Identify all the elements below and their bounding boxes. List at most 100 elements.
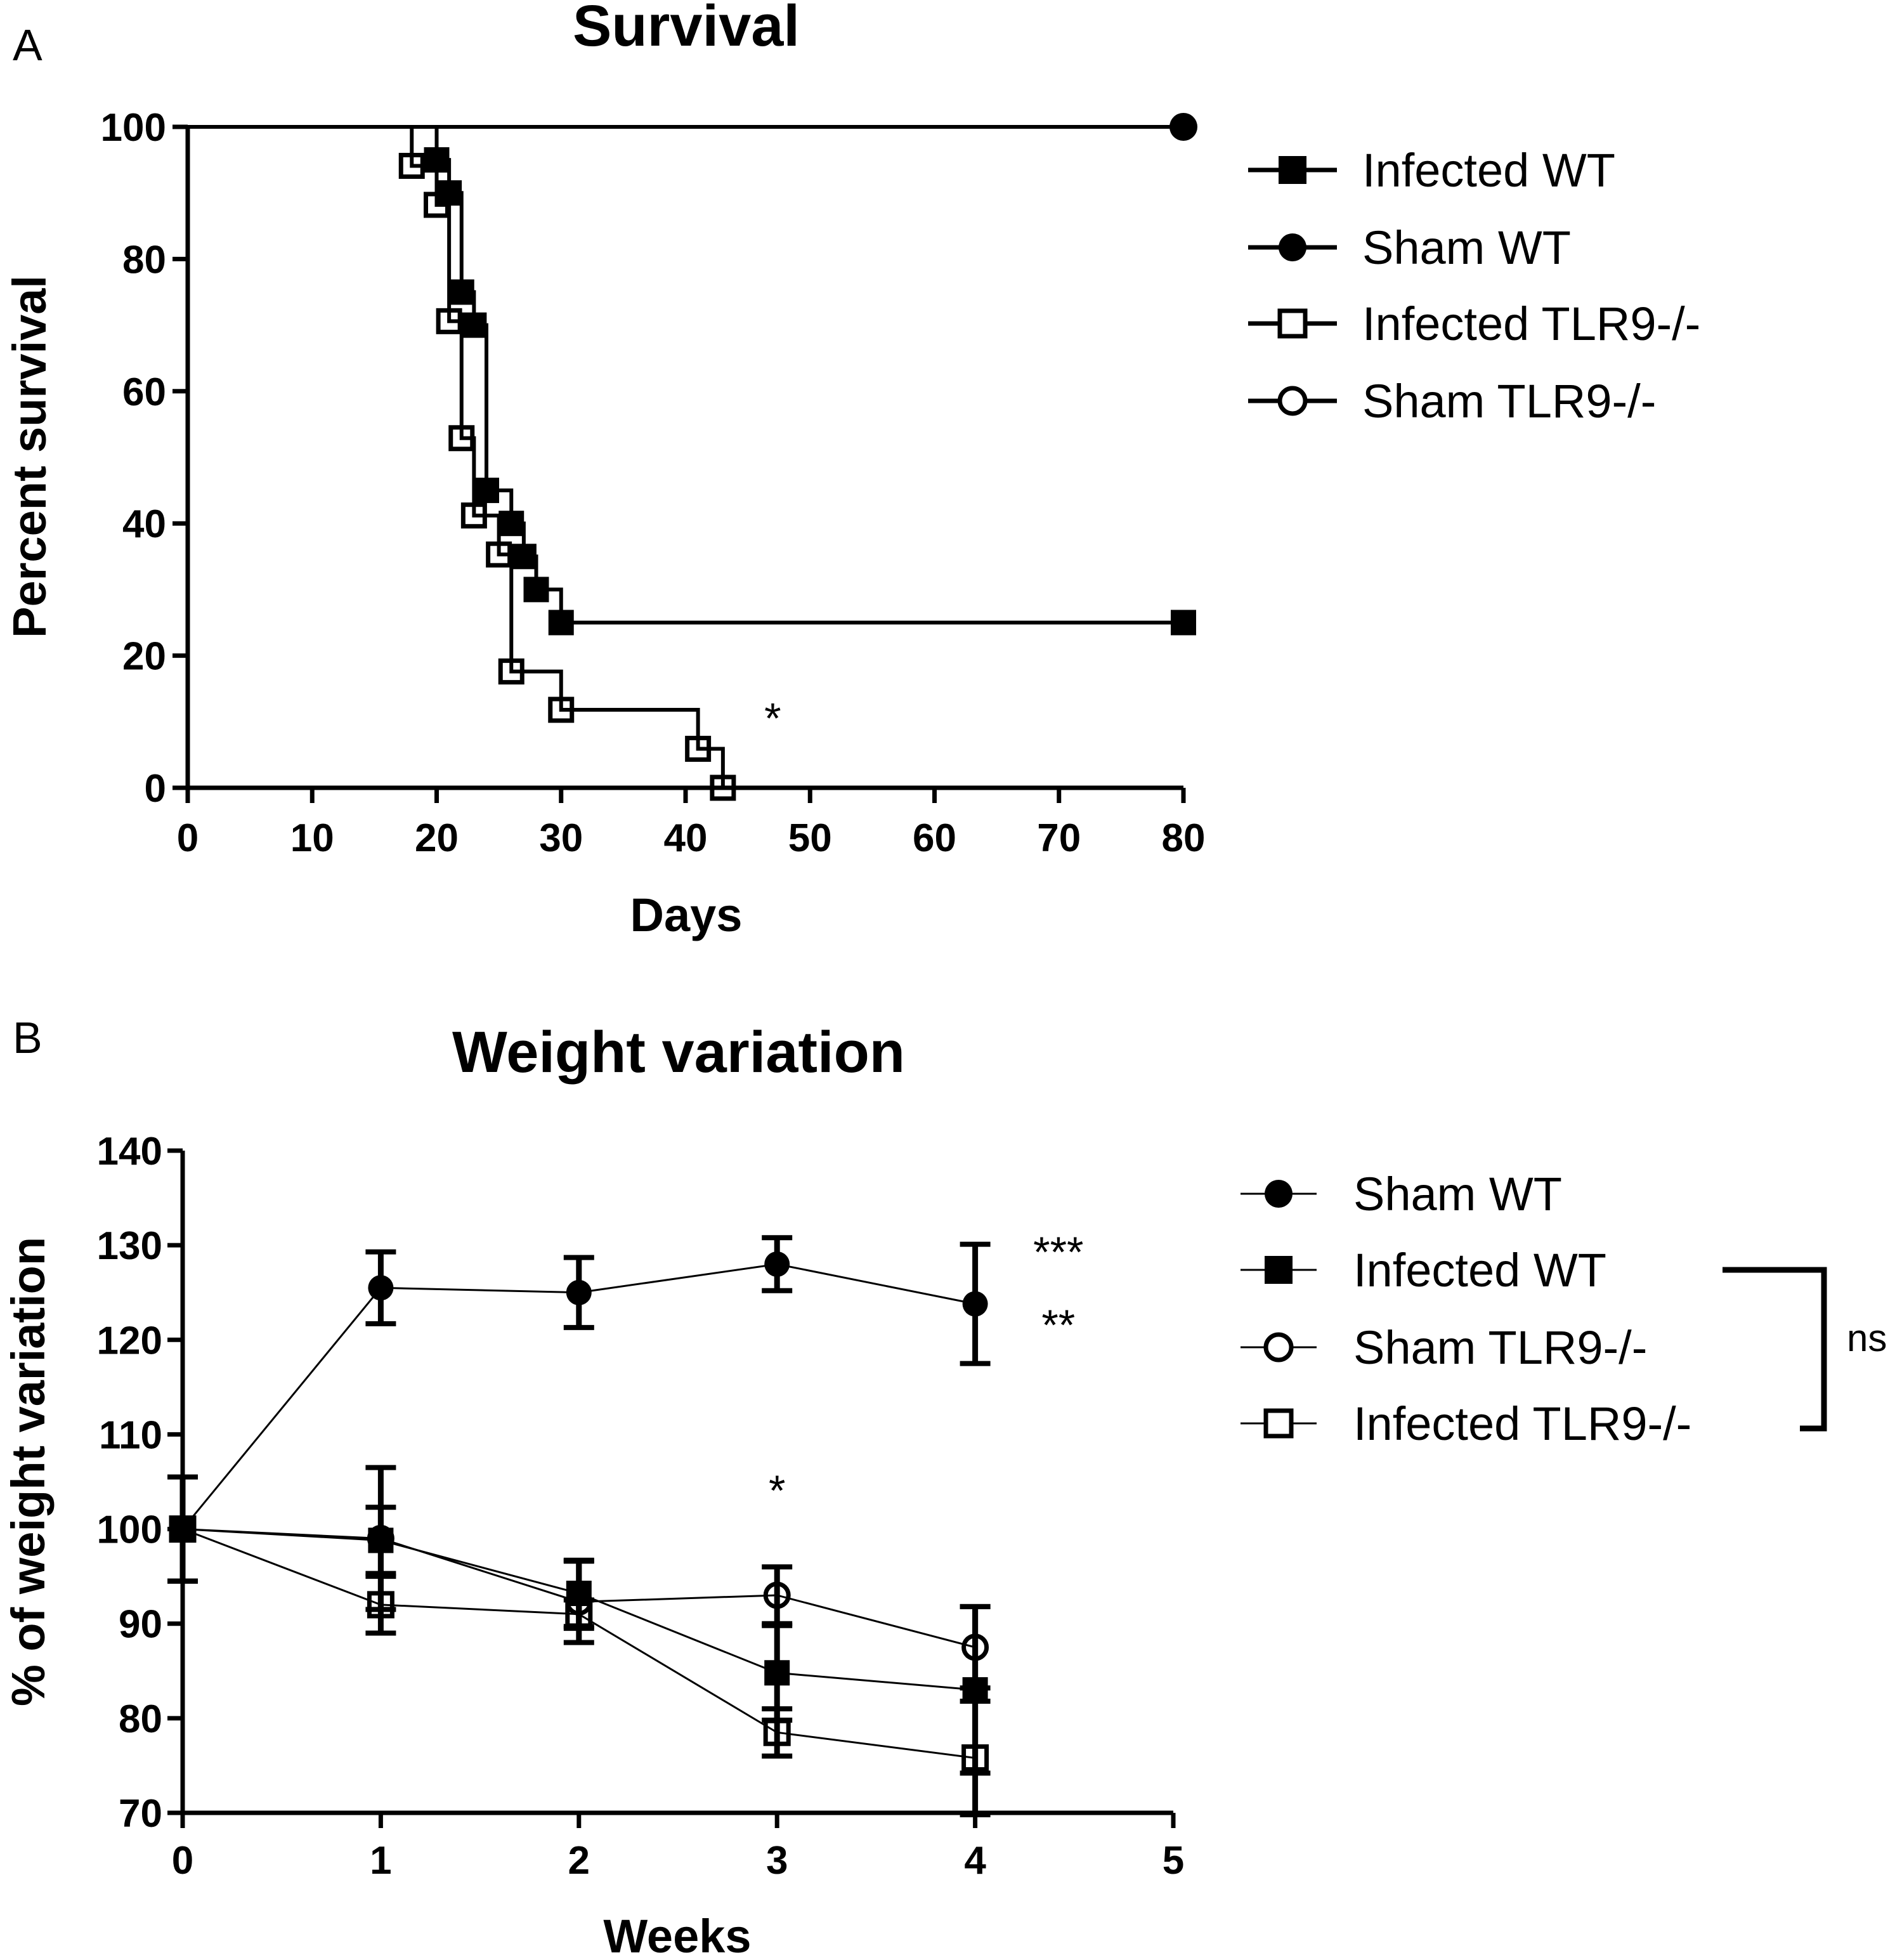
- y-tick-label-b: 130: [97, 1224, 162, 1268]
- data-point: [436, 308, 462, 334]
- y-tick-label-b: 80: [119, 1697, 162, 1741]
- data-point: [548, 610, 574, 636]
- significance-star-a: *: [764, 694, 781, 742]
- y-tick-label-b: 90: [119, 1603, 162, 1647]
- panel-label-a: A: [13, 20, 42, 70]
- filled-square-icon: [1279, 156, 1306, 184]
- x-tick-label-b: 4: [964, 1839, 986, 1883]
- x-tick-label-b: 3: [766, 1839, 788, 1883]
- survival-series: [188, 113, 1197, 801]
- series-infected-tlr9: [167, 1474, 991, 1817]
- x-tick-label-b: 0: [172, 1839, 193, 1883]
- y-ticks-a: 0 20 40 60 80 100: [101, 106, 188, 811]
- y-tick-label-b: 120: [97, 1319, 162, 1362]
- legend-b: Sham WT Infected WT Sham TLR9-/- Infecte…: [1241, 1168, 1691, 1450]
- data-point: [566, 1279, 592, 1305]
- y-tick-label-b: 100: [97, 1508, 162, 1552]
- y-tick-label-a: 100: [101, 106, 166, 150]
- x-axis-label-a: Days: [630, 889, 743, 941]
- y-tick-label-a: 40: [122, 502, 166, 546]
- y-tick-label-a: 80: [122, 238, 166, 282]
- legend-a: Infected WT Sham WT Infected TLR9-/- Sha…: [1248, 144, 1700, 428]
- y-axis-label-a: Percent survival: [3, 275, 56, 638]
- data-point: [474, 478, 499, 504]
- data-point: [486, 541, 512, 568]
- data-point: [448, 279, 474, 305]
- data-point: [448, 425, 475, 452]
- x-tick-label-b: 2: [568, 1839, 590, 1883]
- data-point: [367, 1524, 394, 1552]
- legend-item-sham-tlr9: Sham TLR9-/-: [1248, 375, 1656, 428]
- y-tick-label-b: 110: [99, 1413, 162, 1457]
- significance-stars-2: **: [1041, 1301, 1075, 1349]
- y-tick-label-a: 60: [122, 370, 166, 414]
- step-line: [188, 125, 725, 788]
- filled-circle-icon: [1279, 233, 1306, 261]
- significance-stars-3: ***: [1033, 1228, 1083, 1276]
- chart-title-weight: Weight variation: [452, 1020, 905, 1085]
- y-ticks-b: 70 80 90 100 110 120 130 140: [97, 1130, 183, 1836]
- x-tick-label-a: 30: [539, 816, 583, 860]
- data-point: [424, 192, 450, 218]
- data-point: [398, 152, 425, 179]
- data-point: [498, 511, 524, 537]
- svg-text:Sham WT: Sham WT: [1353, 1168, 1562, 1220]
- legend-item-sham-wt: Sham WT: [1248, 221, 1571, 274]
- data-point: [962, 1291, 988, 1317]
- x-tick-label-a: 60: [913, 816, 956, 860]
- weight-series: [167, 1235, 991, 1817]
- svg-text:Infected WT: Infected WT: [1362, 144, 1615, 197]
- data-point: [523, 577, 549, 603]
- data-point: [565, 1588, 593, 1616]
- svg-text:Infected TLR9-/-: Infected TLR9-/-: [1362, 297, 1700, 350]
- x-tick-label-b: 5: [1163, 1839, 1184, 1883]
- significance-star-1: *: [769, 1467, 785, 1515]
- open-square-icon: [1277, 308, 1308, 339]
- svg-text:Infected TLR9-/-: Infected TLR9-/-: [1353, 1397, 1691, 1450]
- x-tick-label-a: 50: [788, 816, 832, 860]
- x-tick-label-a: 80: [1162, 816, 1206, 860]
- data-point: [763, 1581, 791, 1609]
- filled-square-icon: [1265, 1256, 1293, 1284]
- legend-item-infected-tlr9-b: Infected TLR9-/-: [1241, 1397, 1691, 1450]
- x-axis-label-b: Weeks: [603, 1910, 751, 1960]
- svg-text:Sham TLR9-/-: Sham TLR9-/-: [1362, 375, 1656, 428]
- legend-item-infected-wt-b: Infected WT: [1241, 1244, 1606, 1297]
- x-tick-label-a: 40: [664, 816, 708, 860]
- legend-item-sham-wt-b: Sham WT: [1241, 1168, 1562, 1220]
- x-tick-label-a: 10: [290, 816, 334, 860]
- svg-text:Sham TLR9-/-: Sham TLR9-/-: [1353, 1321, 1647, 1374]
- series-infected-tlr9: [188, 125, 736, 801]
- data-point: [460, 502, 487, 529]
- legend-item-sham-tlr9-b: Sham TLR9-/-: [1241, 1321, 1647, 1374]
- data-point: [764, 1660, 790, 1686]
- data-point: [368, 1275, 394, 1301]
- ns-bracket: ns: [1723, 1267, 1887, 1432]
- filled-circle-icon: [1265, 1180, 1293, 1208]
- y-axis-label-b: % of weight variation: [2, 1237, 55, 1706]
- ns-label: ns: [1847, 1317, 1887, 1359]
- data-point: [170, 1516, 195, 1542]
- x-ticks-a: 0 10 20 30 40 50 60 70 80: [177, 788, 1206, 860]
- svg-text:Infected WT: Infected WT: [1353, 1244, 1606, 1297]
- panel-label-b: B: [13, 1013, 42, 1062]
- data-point: [548, 696, 575, 723]
- weight-chart: B Weight variation 708090100110120130140…: [2, 1013, 1887, 1960]
- open-circle-icon: [1263, 1332, 1294, 1362]
- y-tick-label-a: 20: [122, 635, 166, 679]
- x-ticks-b: 0 1 2 3 4 5: [172, 1813, 1184, 1883]
- legend-item-infected-wt: Infected WT: [1248, 144, 1615, 197]
- data-point: [498, 658, 524, 685]
- y-tick-label-b: 140: [97, 1130, 162, 1173]
- x-tick-label-a: 70: [1037, 816, 1081, 860]
- series-infected-wt: [188, 125, 1196, 636]
- x-tick-label-a: 20: [415, 816, 459, 860]
- data-point: [461, 312, 487, 338]
- survival-chart: A Survival 0 20 40 60 80 100 0 10 20 30 40 50 60 70 8…: [3, 0, 1700, 941]
- svg-text:Sham WT: Sham WT: [1362, 221, 1571, 274]
- legend-item-infected-tlr9: Infected TLR9-/-: [1248, 297, 1700, 350]
- x-tick-label-a: 0: [177, 816, 199, 860]
- data-point: [1171, 610, 1196, 636]
- series-sham-wt: [167, 1235, 991, 1584]
